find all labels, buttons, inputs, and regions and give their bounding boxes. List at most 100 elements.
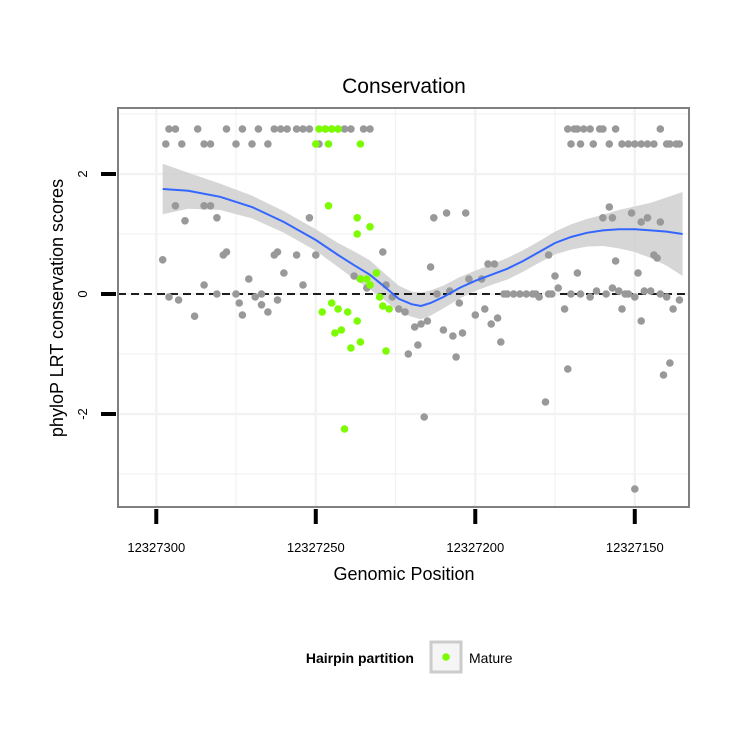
- data-point: [165, 293, 173, 301]
- data-point: [350, 272, 358, 280]
- data-point: [522, 290, 531, 298]
- data-point: [327, 299, 336, 307]
- data-point: [439, 326, 448, 334]
- data-point: [599, 214, 607, 222]
- data-point: [264, 140, 272, 148]
- data-point: [430, 214, 438, 222]
- panel-border: [117, 107, 690, 508]
- x-tick-label: 12327200: [446, 540, 504, 555]
- data-point: [299, 281, 307, 289]
- data-point: [646, 287, 655, 295]
- data-point: [618, 305, 626, 313]
- data-point: [235, 299, 243, 307]
- data-point: [366, 281, 374, 289]
- data-point: [292, 125, 301, 133]
- data-point: [257, 301, 266, 309]
- data-point: [232, 290, 240, 298]
- x-tick-label: 12327300: [127, 540, 185, 555]
- legend-key-mature-dot: [442, 653, 450, 661]
- data-point: [248, 140, 256, 148]
- data-point: [426, 263, 435, 271]
- confidence-band: [162, 163, 683, 320]
- data-point: [404, 350, 413, 358]
- y-axis-label: phyloP LRT conservation scores: [47, 179, 67, 437]
- data-point: [292, 251, 301, 259]
- data-point: [366, 125, 374, 133]
- data-point: [637, 218, 645, 226]
- y-tick-label: 2: [75, 170, 90, 177]
- data-point: [666, 140, 674, 148]
- data-point: [516, 290, 524, 298]
- data-point: [417, 320, 425, 328]
- data-point: [343, 308, 352, 316]
- data-point: [599, 125, 607, 133]
- data-point: [423, 317, 432, 325]
- data-point: [312, 251, 320, 259]
- data-point: [656, 218, 665, 226]
- data-point: [222, 248, 231, 256]
- data-point: [178, 140, 186, 148]
- data-point: [379, 302, 387, 310]
- data-point: [458, 329, 467, 337]
- data-point: [356, 338, 365, 346]
- data-point: [452, 353, 460, 361]
- data-point: [490, 260, 499, 268]
- data-point: [327, 125, 336, 133]
- data-point: [414, 341, 422, 349]
- data-point: [487, 320, 496, 328]
- data-point: [299, 125, 307, 133]
- data-point: [461, 209, 470, 217]
- data-point: [442, 209, 451, 217]
- data-point: [171, 202, 180, 210]
- data-point: [509, 290, 518, 298]
- data-point: [624, 140, 633, 148]
- data-point: [312, 140, 320, 148]
- data-point: [631, 293, 639, 301]
- data-point: [379, 248, 387, 256]
- y-tick-label: 0: [75, 290, 90, 297]
- data-point: [193, 125, 202, 133]
- data-point: [493, 314, 502, 322]
- data-point: [254, 125, 263, 133]
- data-point: [465, 275, 473, 283]
- data-point: [503, 290, 512, 298]
- data-point: [158, 255, 167, 264]
- data-point: [251, 293, 259, 301]
- data-point: [586, 125, 594, 133]
- data-point: [280, 269, 288, 277]
- data-point: [340, 125, 349, 133]
- data-point: [564, 365, 572, 373]
- data-point: [347, 344, 355, 352]
- data-point: [353, 214, 362, 222]
- data-point: [634, 269, 642, 277]
- x-tick-label: 12327150: [606, 540, 664, 555]
- data-point: [238, 125, 247, 133]
- data-point: [675, 296, 684, 304]
- data-point: [548, 290, 556, 298]
- data-point: [347, 125, 355, 133]
- data-point: [401, 308, 409, 316]
- data-point: [200, 281, 208, 289]
- data-point: [564, 125, 572, 133]
- legend-label-mature: Mature: [469, 650, 513, 666]
- data-point: [283, 125, 291, 133]
- data-point: [270, 125, 279, 133]
- axes: 12327300 12327250 12327200 12327150 -2 0 2: [75, 170, 664, 555]
- data-point: [608, 214, 617, 222]
- data-point: [420, 413, 429, 421]
- data-point: [573, 269, 582, 277]
- data-point: [675, 140, 684, 148]
- data-point: [656, 125, 665, 133]
- data-point: [669, 305, 677, 313]
- data-point: [273, 248, 282, 256]
- legend: Hairpin partition Mature: [306, 640, 513, 674]
- data-point: [324, 202, 333, 210]
- data-point: [273, 296, 282, 304]
- data-point: [353, 230, 362, 238]
- data-point: [535, 293, 543, 301]
- data-point: [171, 125, 180, 133]
- data-point: [162, 140, 170, 148]
- data-point: [337, 326, 346, 334]
- data-point: [305, 125, 314, 133]
- data-point: [366, 223, 374, 231]
